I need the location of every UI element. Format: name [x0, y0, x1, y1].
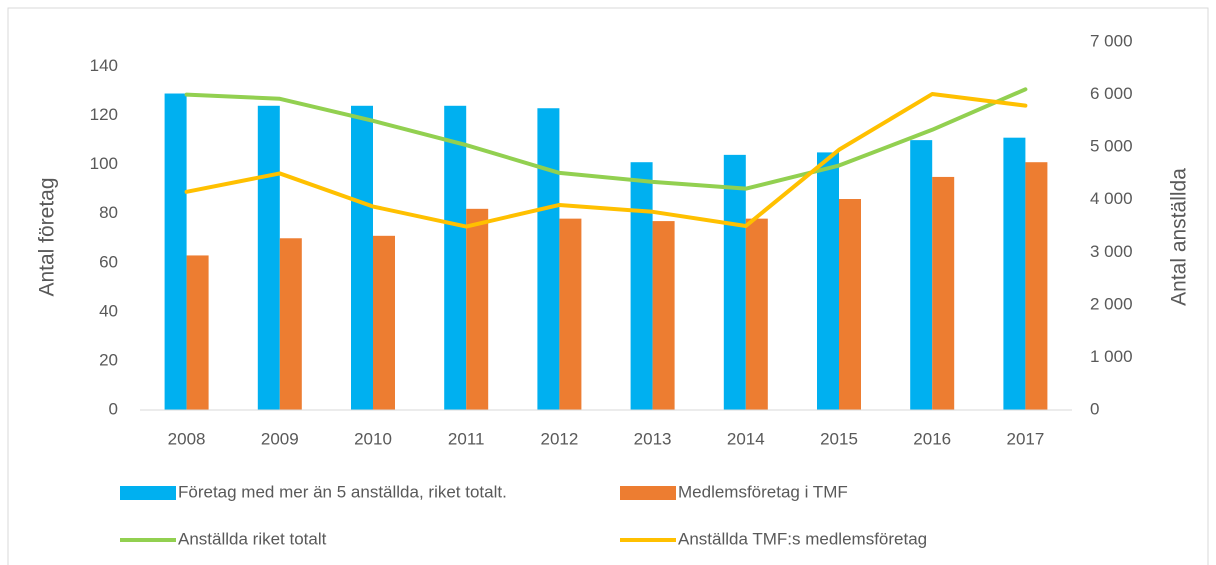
y2-tick-label: 6 000 [1090, 84, 1133, 103]
bar [817, 152, 839, 410]
bar [839, 199, 861, 410]
bar [537, 108, 560, 411]
bar [723, 154, 746, 410]
y2-tick-label: 5 000 [1090, 137, 1133, 156]
bar [351, 105, 373, 410]
y2-tick-label: 2 000 [1090, 294, 1133, 313]
bar [279, 238, 302, 410]
x-tick-label: 2015 [820, 429, 858, 448]
y2-axis-label: Antal anställda [1168, 168, 1191, 306]
y-tick-label: 0 [109, 399, 118, 418]
y-tick-label: 20 [99, 350, 118, 369]
chart-frame [7, 7, 1209, 565]
legend-label: Företag med mer än 5 anställda, riket to… [178, 482, 507, 501]
y-tick-label: 40 [99, 301, 118, 320]
x-tick-label: 2012 [540, 429, 578, 448]
legend-swatch [120, 486, 176, 500]
legend-swatch [620, 486, 676, 500]
x-tick-label: 2016 [913, 429, 951, 448]
bar [164, 93, 187, 411]
x-tick-label: 2013 [634, 429, 672, 448]
x-tick-label: 2011 [448, 429, 485, 448]
x-tick-label: 2014 [727, 429, 765, 448]
bar [745, 218, 768, 410]
x-tick-label: 2009 [261, 429, 299, 448]
y2-tick-label: 0 [1090, 399, 1099, 418]
y-tick-label: 100 [90, 154, 118, 173]
legend-label: Anställda TMF:s medlemsföretag [678, 529, 927, 548]
bar [257, 105, 280, 410]
bar [444, 105, 467, 410]
y2-tick-label: 7 000 [1090, 31, 1133, 50]
y-tick-label: 140 [90, 56, 118, 75]
y2-tick-label: 3 000 [1090, 242, 1133, 261]
x-tick-label: 2017 [1006, 429, 1044, 448]
line [184, 87, 1028, 191]
y-tick-label: 80 [99, 203, 118, 222]
y-tick-label: 120 [90, 105, 118, 124]
legend-label: Medlemsföretag i TMF [678, 482, 848, 501]
bar [652, 221, 675, 410]
bar [186, 255, 209, 410]
x-tick-label: 2008 [168, 429, 206, 448]
bar [630, 162, 653, 410]
bar [559, 218, 582, 410]
line [184, 92, 1028, 229]
y2-tick-label: 1 000 [1090, 347, 1133, 366]
bar [932, 176, 955, 410]
bar [466, 208, 489, 410]
bar [1003, 137, 1026, 410]
y-axis-label: Antal företag [36, 177, 59, 296]
legend-label: Anställda riket totalt [178, 529, 327, 548]
bar [373, 235, 395, 410]
bar [1025, 162, 1048, 410]
y2-tick-label: 4 000 [1090, 189, 1133, 208]
x-tick-label: 2010 [354, 429, 392, 448]
y-tick-label: 60 [99, 252, 118, 271]
bar [910, 140, 933, 410]
